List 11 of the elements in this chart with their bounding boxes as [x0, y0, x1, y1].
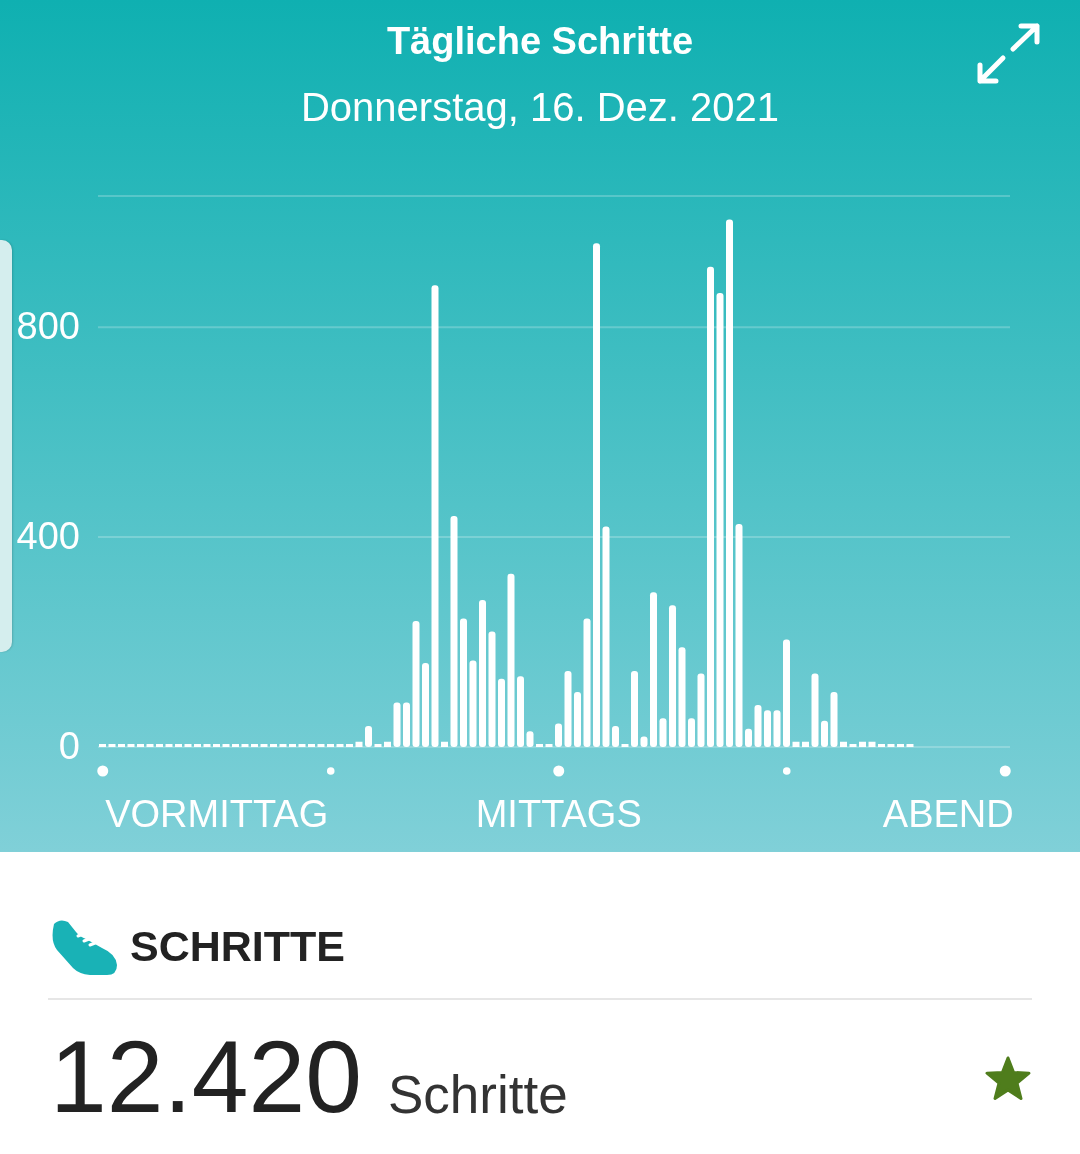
- y-tick-label: 0: [58, 725, 80, 767]
- x-tick-label: MITTAGS: [475, 793, 642, 835]
- y-tick-label: 800: [16, 305, 80, 348]
- text: SCHRITTE: [130, 922, 345, 970]
- text: Schritte: [388, 1065, 568, 1124]
- x-tick-label: ABEND: [882, 793, 1014, 835]
- x-tick-label: VORMITTAG: [105, 793, 329, 835]
- text: 12.420: [50, 1020, 362, 1134]
- chart-title: Tägliche Schritte: [385, 20, 695, 62]
- chart-subtitle: Donnerstag, 16. Dez. 2021: [299, 85, 781, 129]
- y-tick-label: 400: [16, 515, 80, 558]
